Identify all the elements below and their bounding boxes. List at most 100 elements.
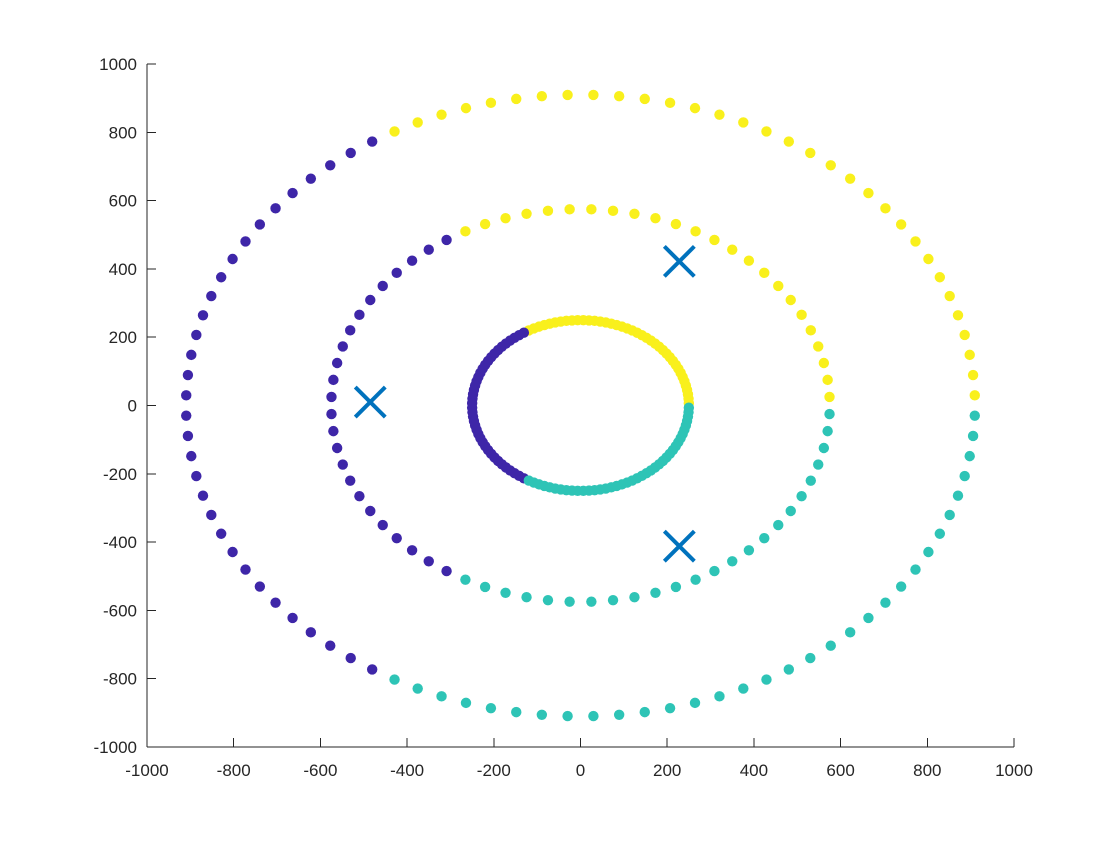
data-point bbox=[441, 565, 452, 577]
data-point bbox=[964, 450, 975, 462]
data-point bbox=[511, 93, 522, 105]
y-tick-label: 800 bbox=[109, 123, 137, 142]
data-point bbox=[391, 267, 402, 279]
data-point bbox=[709, 565, 720, 577]
data-point bbox=[629, 208, 640, 219]
y-tick-label: -400 bbox=[103, 533, 137, 552]
x-tick-label: -600 bbox=[303, 761, 337, 780]
data-point bbox=[783, 136, 795, 147]
y-tick-label: 600 bbox=[109, 192, 137, 211]
data-point bbox=[969, 390, 980, 401]
data-point bbox=[270, 203, 281, 214]
data-point bbox=[227, 546, 238, 558]
axes: -1000 -800 -600 -400 -200 0 200 400 600 800 1000 -1… bbox=[94, 55, 1033, 780]
data-point bbox=[959, 329, 970, 341]
data-point bbox=[805, 147, 816, 159]
data-point bbox=[191, 470, 202, 482]
data-point bbox=[880, 203, 891, 214]
data-point bbox=[670, 581, 682, 593]
x-tick-label: -800 bbox=[217, 761, 251, 780]
data-point bbox=[910, 236, 921, 247]
x-tick-label: 1000 bbox=[995, 761, 1033, 780]
data-point bbox=[485, 97, 497, 109]
y-tick-label: 0 bbox=[128, 397, 137, 416]
data-point bbox=[500, 213, 511, 224]
data-point bbox=[944, 509, 955, 521]
data-point bbox=[670, 218, 682, 230]
data-point bbox=[197, 310, 209, 321]
data-point bbox=[197, 490, 209, 501]
data-point bbox=[586, 596, 597, 607]
data-point bbox=[773, 519, 784, 531]
data-point bbox=[542, 594, 554, 606]
data-point bbox=[727, 244, 738, 255]
y-tick-label: 400 bbox=[109, 260, 137, 279]
data-point bbox=[305, 627, 317, 638]
data-point bbox=[863, 187, 874, 199]
data-point bbox=[923, 546, 934, 558]
data-point bbox=[377, 519, 388, 531]
data-point bbox=[689, 102, 701, 114]
data-point bbox=[759, 267, 770, 279]
data-point bbox=[664, 702, 676, 714]
data-point bbox=[714, 691, 725, 702]
data-point bbox=[689, 697, 701, 709]
data-point bbox=[479, 581, 491, 593]
data-point bbox=[761, 126, 772, 137]
data-point bbox=[944, 290, 955, 302]
data-point bbox=[254, 219, 266, 230]
data-point bbox=[182, 369, 194, 381]
data-point bbox=[709, 234, 720, 246]
data-point bbox=[714, 109, 725, 120]
data-point bbox=[910, 564, 921, 575]
x-tick-label: -400 bbox=[390, 761, 424, 780]
centroid-markers bbox=[353, 244, 696, 563]
data-point bbox=[240, 564, 251, 575]
data-point bbox=[412, 683, 423, 694]
data-point bbox=[354, 490, 365, 502]
data-point bbox=[967, 369, 979, 381]
data-point bbox=[822, 374, 833, 386]
data-point bbox=[650, 213, 661, 224]
data-point bbox=[822, 425, 833, 437]
data-point bbox=[328, 374, 339, 386]
data-point bbox=[186, 349, 197, 361]
data-point bbox=[844, 173, 856, 184]
data-point bbox=[460, 102, 472, 114]
data-point bbox=[441, 234, 452, 246]
data-point bbox=[412, 117, 423, 128]
data-point bbox=[818, 442, 830, 454]
data-point bbox=[813, 459, 824, 470]
data-point bbox=[186, 450, 197, 462]
data-point bbox=[613, 91, 625, 102]
data-point bbox=[818, 357, 830, 369]
data-point bbox=[759, 532, 770, 544]
data-point bbox=[588, 89, 599, 101]
data-point bbox=[562, 89, 573, 101]
x-tick-label: 600 bbox=[826, 761, 854, 780]
data-point bbox=[796, 309, 807, 321]
data-point bbox=[406, 545, 418, 556]
centroid-marker bbox=[662, 244, 696, 278]
data-point bbox=[588, 710, 599, 722]
data-point bbox=[254, 581, 266, 592]
data-point bbox=[629, 592, 640, 603]
y-tick-label: -200 bbox=[103, 465, 137, 484]
data-point bbox=[844, 627, 856, 638]
data-point bbox=[460, 226, 471, 237]
data-point bbox=[934, 272, 946, 283]
data-point bbox=[182, 430, 194, 442]
data-point bbox=[181, 390, 192, 401]
data-point bbox=[181, 410, 192, 421]
data-point bbox=[345, 652, 356, 664]
data-point bbox=[542, 205, 554, 217]
y-tick-label: -800 bbox=[103, 670, 137, 689]
data-point bbox=[967, 430, 979, 442]
data-point bbox=[964, 349, 975, 361]
data-point bbox=[738, 683, 749, 694]
data-point bbox=[863, 612, 874, 624]
data-point bbox=[331, 357, 343, 369]
data-point bbox=[613, 709, 625, 720]
